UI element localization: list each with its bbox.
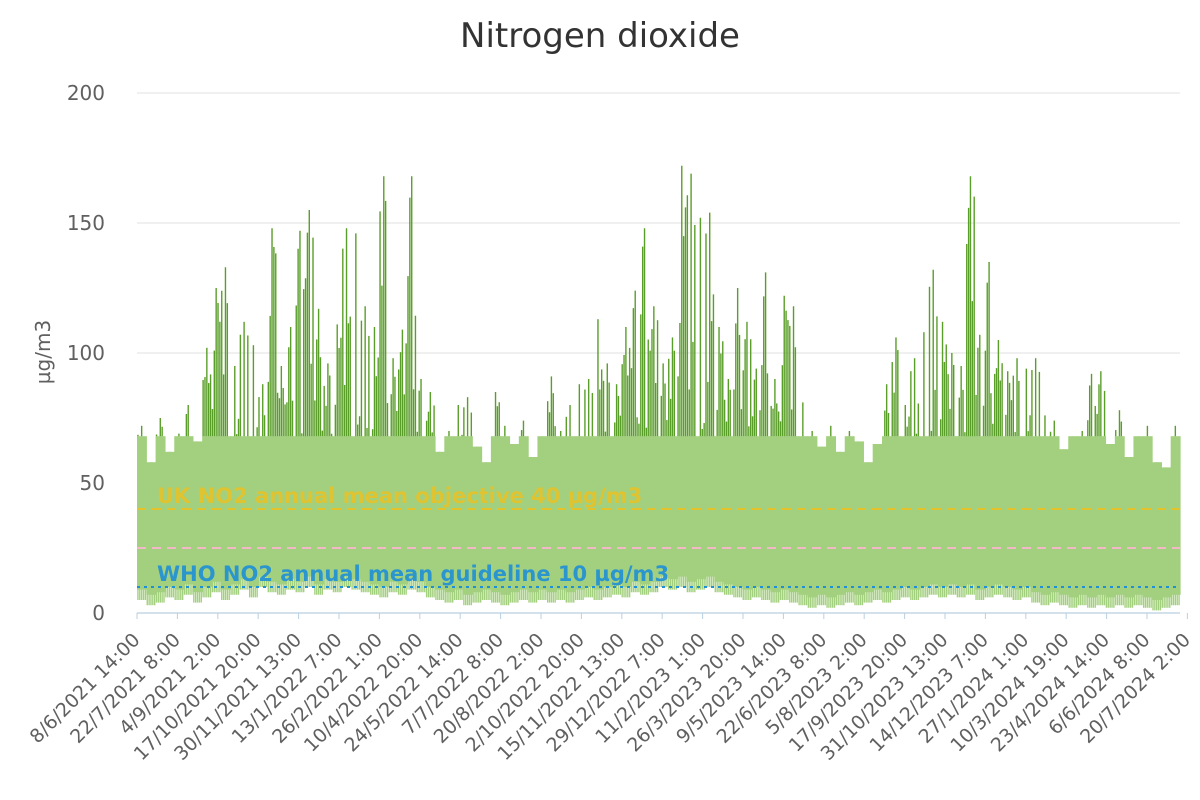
y-tick-label: 50 [80,471,105,495]
series-high-values [137,165,1177,437]
y-axis-ticks: 0 50 100 150 200 [67,81,105,625]
reference-lines: UK NO2 annual mean objective 40 µg/m3 WHO… [137,484,1180,588]
reference-line-label: UK NO2 annual mean objective 40 µg/m3 [157,484,642,508]
y-tick-label: 100 [67,341,105,365]
series-low-values [137,436,1181,611]
reference-line-label: WHO NO2 annual mean guideline 10 µg/m3 [157,562,669,586]
y-axis-label: µg/m3 [31,320,55,384]
y-tick-label: 0 [92,601,105,625]
y-tick-label: 150 [67,211,105,235]
y-tick-label: 200 [67,81,105,105]
chart-title: Nitrogen dioxide [460,16,740,56]
